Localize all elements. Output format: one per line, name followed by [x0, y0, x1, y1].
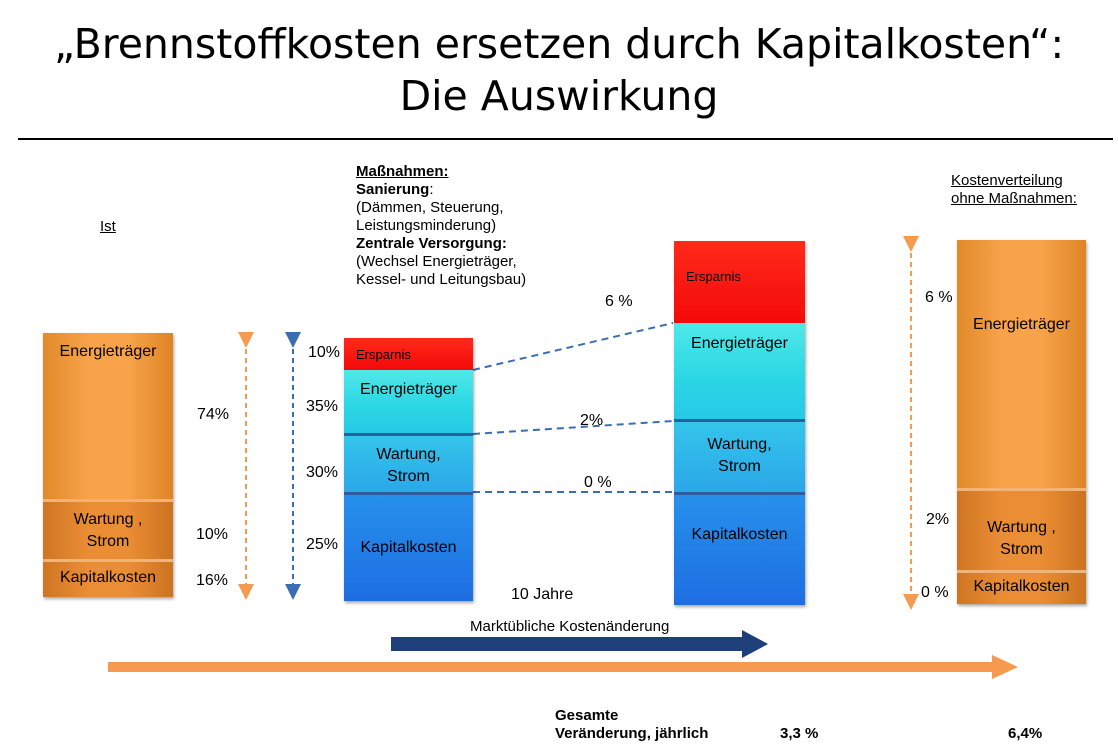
title-line-2: Die Auswirkung	[399, 72, 719, 120]
future-seg-wartung: Wartung, Strom	[674, 422, 805, 492]
ohne-rate-wartung: 2%	[926, 511, 950, 528]
summary-label: Gesamte Veränderung, jährlich	[555, 707, 709, 742]
ist-seg-kapital: Kapitalkosten	[43, 562, 173, 597]
years-label: 10 Jahre	[511, 586, 574, 603]
after-seg-ersparnis: Ersparnis	[344, 338, 473, 370]
after-pct-ersparnis: 10%	[308, 344, 341, 361]
title-divider	[18, 138, 1113, 140]
ohne-rate-kapital: 0 %	[921, 584, 949, 601]
ist-pct-wartung: 10%	[196, 526, 229, 543]
future-bar: Ersparnis Energieträger Wartung, Strom K…	[674, 241, 805, 605]
after-pct-energy: 35%	[306, 398, 339, 415]
massnahmen-heading: Maßnahmen:	[356, 163, 449, 180]
summary-value-with: 3,3 %	[780, 725, 819, 742]
sanierung-label: Sanierung	[356, 181, 430, 198]
after-bar: Ersparnis Energieträger Wartung, Strom K…	[344, 338, 473, 601]
ohne-seg-energy: Energieträger	[957, 240, 1086, 489]
ohne-sep-2	[957, 570, 1086, 573]
ist-heading: Ist	[100, 218, 116, 235]
ohne-seg-wartung: Wartung , Strom	[957, 491, 1086, 571]
ist-seg-energy-label: Energieträger	[59, 343, 157, 360]
after-sep-1	[344, 433, 473, 436]
connector-wartung	[472, 420, 674, 435]
market-change-arrow	[391, 630, 768, 658]
ist-seg-kapital-label: Kapitalkosten	[59, 569, 157, 586]
future-rate-kapital: 0 %	[584, 474, 612, 491]
timeline-arrow	[108, 655, 1018, 679]
ohne-seg-kapital-label: Kapitalkosten	[973, 578, 1070, 595]
ohne-sep-1	[957, 488, 1086, 491]
sanierung-detail: (Dämmen, Steuerung, Leistungsminderung)	[356, 199, 504, 234]
ist-pct-kapital: 16%	[196, 572, 229, 589]
after-seg-wartung: Wartung, Strom	[344, 436, 473, 493]
after-sep-2	[344, 492, 473, 495]
ist-seg-energy: Energieträger	[43, 333, 173, 501]
ist-bar: Energieträger Wartung , Strom Kapitalkos…	[43, 333, 173, 597]
future-seg-energy: Energieträger	[674, 323, 805, 419]
after-pct-kapital: 25%	[306, 536, 339, 553]
after-seg-kapital: Kapitalkosten	[344, 495, 473, 601]
ohne-seg-kapital: Kapitalkosten	[957, 573, 1086, 604]
ohne-bar: Energieträger Wartung , Strom Kapitalkos…	[957, 240, 1086, 604]
ohne-seg-energy-label: Energieträger	[973, 316, 1070, 333]
future-seg-kapital-label: Kapitalkosten	[691, 526, 788, 543]
versorgung-detail: (Wechsel Energieträger, Kessel- und Leit…	[356, 253, 527, 288]
future-sep-2	[674, 492, 805, 495]
ist-sep-2	[43, 559, 173, 562]
ist-pct-energy: 74%	[197, 406, 230, 423]
ist-seg-wartung-label: Wartung , Strom	[73, 511, 143, 550]
sanierung-colon: :	[429, 181, 434, 198]
after-pct-wartung: 30%	[306, 464, 339, 481]
ist-sep-1	[43, 499, 173, 502]
future-seg-energy-label: Energieträger	[691, 335, 788, 352]
future-seg-ersparnis: Ersparnis	[674, 241, 805, 323]
future-rate-energy: 6 %	[605, 293, 633, 310]
after-seg-kapital-label: Kapitalkosten	[360, 539, 457, 556]
future-seg-wartung-label: Wartung, Strom	[707, 436, 772, 475]
market-change-label: Marktübliche Kostenänderung	[470, 618, 670, 635]
versorgung-label: Zentrale Versorgung:	[356, 235, 507, 252]
ohne-rate-energy: 6 %	[925, 289, 953, 306]
summary-value-without: 6,4%	[1008, 725, 1043, 742]
after-seg-energy: Energieträger	[344, 370, 473, 434]
ist-seg-wartung: Wartung , Strom	[43, 502, 173, 560]
future-rate-wartung: 2%	[580, 412, 604, 429]
title-line-1: „Brennstoffkosten ersetzen durch Kapital…	[53, 20, 1065, 68]
ohne-seg-wartung-label: Wartung , Strom	[987, 519, 1056, 558]
future-sep-1	[674, 419, 805, 422]
after-seg-wartung-label: Wartung, Strom	[376, 446, 441, 485]
massnahmen-block: Maßnahmen: Sanierung: (Dämmen, Steuerung…	[356, 163, 586, 289]
ohne-heading: Kostenverteilung ohne Maßnahmen:	[951, 172, 1077, 207]
after-seg-energy-label: Energieträger	[360, 381, 457, 398]
future-seg-kapital: Kapitalkosten	[674, 495, 805, 605]
page-title: „Brennstoffkosten ersetzen durch Kapital…	[0, 18, 1118, 122]
future-seg-ersparnis-label: Ersparnis	[686, 269, 741, 284]
connector-energy	[472, 322, 674, 371]
after-seg-ersparnis-label: Ersparnis	[356, 347, 411, 362]
